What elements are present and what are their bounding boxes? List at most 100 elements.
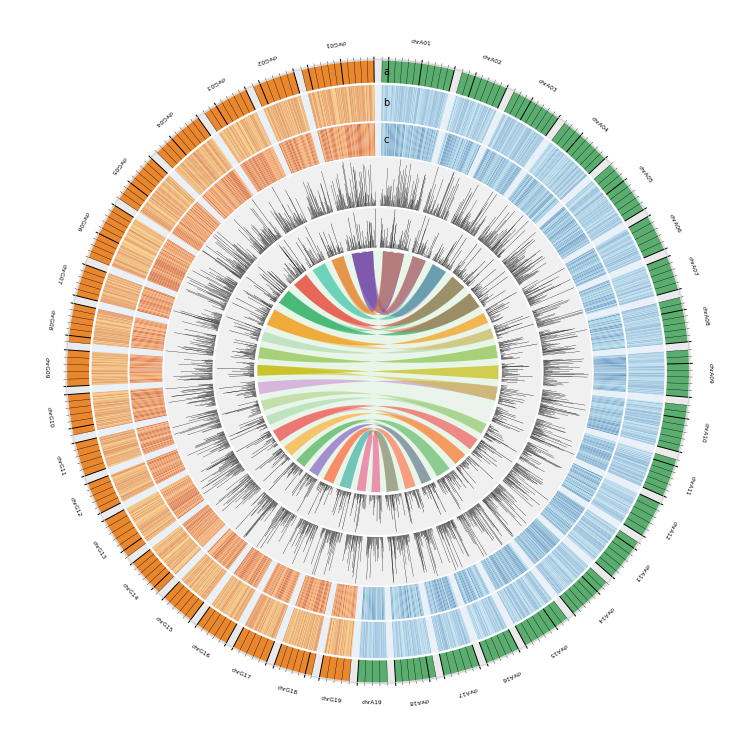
Wedge shape [410, 490, 411, 495]
Wedge shape [275, 104, 289, 138]
Wedge shape [208, 403, 216, 406]
Wedge shape [131, 345, 164, 348]
Wedge shape [494, 330, 497, 331]
Wedge shape [414, 584, 420, 617]
Wedge shape [529, 302, 535, 305]
Wedge shape [417, 178, 426, 211]
Wedge shape [395, 124, 398, 157]
Wedge shape [595, 230, 627, 248]
Wedge shape [284, 251, 302, 275]
Wedge shape [187, 212, 212, 234]
Wedge shape [191, 378, 213, 379]
Wedge shape [305, 259, 311, 267]
Wedge shape [293, 217, 298, 227]
Wedge shape [414, 204, 415, 210]
Wedge shape [572, 530, 600, 553]
Wedge shape [476, 602, 490, 635]
Wedge shape [180, 164, 206, 191]
Wedge shape [296, 226, 297, 228]
Wedge shape [266, 284, 281, 296]
Wedge shape [125, 235, 158, 253]
Wedge shape [309, 194, 319, 218]
Wedge shape [313, 580, 322, 611]
Wedge shape [526, 573, 548, 603]
Wedge shape [232, 453, 234, 455]
Wedge shape [283, 518, 302, 554]
Wedge shape [618, 291, 653, 302]
Wedge shape [318, 261, 320, 263]
Wedge shape [236, 298, 268, 315]
Wedge shape [483, 306, 485, 307]
Wedge shape [497, 164, 516, 192]
Wedge shape [413, 88, 419, 124]
Text: chrA14: chrA14 [596, 605, 614, 623]
Wedge shape [422, 531, 423, 533]
Wedge shape [534, 315, 540, 317]
Wedge shape [258, 421, 265, 424]
Wedge shape [116, 256, 149, 271]
Wedge shape [291, 224, 295, 229]
Wedge shape [543, 378, 554, 379]
Wedge shape [430, 204, 434, 215]
Wedge shape [227, 444, 230, 446]
Text: chrA10: chrA10 [700, 422, 708, 443]
Wedge shape [92, 394, 129, 398]
Wedge shape [453, 265, 460, 273]
Wedge shape [217, 421, 221, 422]
Wedge shape [399, 236, 401, 250]
Wedge shape [476, 108, 491, 142]
Wedge shape [456, 572, 469, 603]
Wedge shape [256, 407, 260, 409]
Wedge shape [267, 271, 287, 289]
Wedge shape [491, 421, 495, 422]
Wedge shape [538, 332, 544, 334]
Wedge shape [547, 505, 573, 527]
Wedge shape [539, 407, 542, 408]
Wedge shape [256, 485, 259, 487]
Wedge shape [502, 480, 532, 507]
Wedge shape [479, 600, 494, 634]
Wedge shape [530, 436, 544, 442]
Wedge shape [104, 447, 140, 458]
Wedge shape [136, 506, 167, 526]
Wedge shape [106, 450, 141, 462]
Wedge shape [492, 233, 510, 253]
Wedge shape [318, 190, 326, 215]
Wedge shape [513, 256, 543, 276]
Wedge shape [516, 273, 526, 281]
Wedge shape [463, 102, 476, 137]
Wedge shape [289, 511, 290, 514]
Wedge shape [527, 441, 548, 452]
Wedge shape [400, 124, 404, 158]
Wedge shape [151, 196, 180, 219]
Wedge shape [316, 616, 324, 652]
Wedge shape [308, 614, 318, 649]
Wedge shape [350, 193, 353, 209]
Wedge shape [529, 305, 533, 306]
Wedge shape [305, 227, 323, 262]
Wedge shape [197, 519, 222, 542]
Wedge shape [509, 472, 516, 476]
Wedge shape [498, 340, 510, 343]
Wedge shape [280, 294, 281, 295]
Wedge shape [382, 85, 383, 121]
Wedge shape [237, 589, 256, 622]
Wedge shape [414, 533, 415, 539]
Wedge shape [472, 220, 484, 236]
Wedge shape [516, 133, 537, 163]
Wedge shape [519, 577, 541, 608]
Wedge shape [506, 251, 526, 267]
Wedge shape [618, 442, 652, 453]
Wedge shape [175, 496, 203, 516]
Wedge shape [609, 469, 642, 483]
Wedge shape [604, 478, 637, 494]
Wedge shape [626, 337, 662, 342]
Wedge shape [510, 254, 536, 273]
Wedge shape [518, 578, 539, 609]
Wedge shape [477, 445, 480, 447]
Wedge shape [448, 521, 450, 526]
Wedge shape [625, 329, 662, 335]
Text: chrG07: chrG07 [55, 263, 67, 285]
Wedge shape [322, 202, 327, 215]
Wedge shape [396, 586, 400, 619]
